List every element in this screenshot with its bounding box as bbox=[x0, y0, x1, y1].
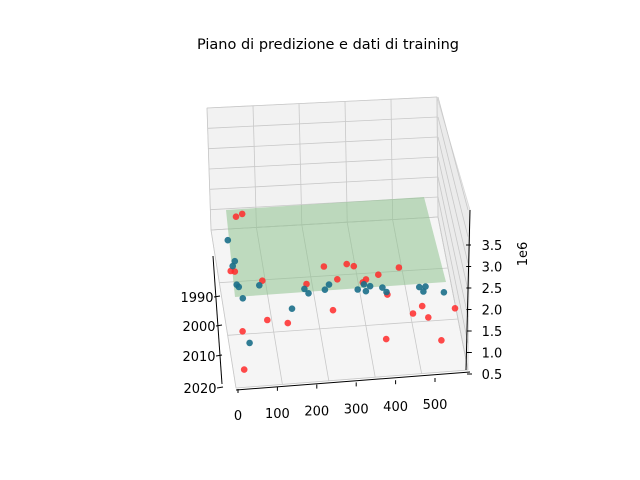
teal-point bbox=[422, 283, 429, 290]
teal-point bbox=[440, 289, 448, 296]
y-tick-label: 2020 bbox=[183, 382, 216, 397]
side-grid-line bbox=[437, 136, 469, 264]
red-point bbox=[343, 260, 351, 268]
red-point bbox=[425, 314, 432, 321]
x-axis-line bbox=[235, 371, 471, 391]
y-tick-label: 2010 bbox=[182, 350, 215, 365]
back-grid-line bbox=[206, 96, 438, 109]
x-tick-label: 400 bbox=[383, 400, 408, 415]
side-grid-line bbox=[437, 96, 469, 211]
teal-point bbox=[362, 287, 370, 295]
red-point bbox=[395, 264, 403, 271]
x-ticks: 0 100 200 300 400 500 bbox=[234, 378, 448, 424]
teal-point bbox=[224, 236, 232, 244]
z-tick-label: 2.5 bbox=[482, 282, 503, 297]
red-point bbox=[320, 263, 328, 270]
y-tick-mark bbox=[216, 386, 224, 389]
teal-point bbox=[360, 281, 368, 288]
back-grid-line bbox=[298, 103, 303, 225]
teal-point bbox=[231, 257, 239, 265]
teal-point bbox=[383, 288, 390, 296]
side-grid-line bbox=[437, 116, 469, 237]
teal-point bbox=[366, 282, 374, 290]
red-point bbox=[329, 306, 337, 314]
red-point bbox=[451, 305, 459, 312]
red-point bbox=[240, 366, 248, 373]
y-ticks: 1990 2000 2010 2020 bbox=[180, 291, 224, 397]
teal-point bbox=[239, 295, 247, 302]
z-tick-label: 0.5 bbox=[482, 368, 503, 383]
teal-point bbox=[416, 283, 423, 291]
teal-point bbox=[379, 284, 386, 291]
red-point bbox=[238, 210, 246, 218]
data-points bbox=[224, 210, 459, 373]
red-point bbox=[231, 268, 239, 275]
back-grid-line bbox=[208, 136, 438, 150]
teal-point bbox=[325, 281, 333, 288]
prediction-plane bbox=[226, 197, 446, 297]
back-grid-line bbox=[206, 107, 212, 231]
red-point bbox=[264, 316, 271, 324]
red-point bbox=[232, 213, 240, 220]
floor-grid-line bbox=[227, 318, 459, 336]
back-grid-line bbox=[207, 116, 438, 129]
z-tick-label: 1.5 bbox=[482, 325, 503, 340]
back-grid-line bbox=[209, 176, 438, 190]
z-tick-label: 3.0 bbox=[482, 261, 503, 276]
z-tick-label: 2.0 bbox=[482, 304, 503, 319]
z-axis-line bbox=[465, 209, 471, 371]
x-tick-label: 100 bbox=[265, 407, 290, 422]
y-axis-line bbox=[212, 255, 223, 385]
red-point bbox=[418, 302, 426, 310]
teal-point bbox=[235, 283, 243, 291]
side-grid-line bbox=[437, 216, 469, 371]
red-point bbox=[239, 328, 246, 335]
y-tick-mark bbox=[215, 324, 223, 327]
y-tick-mark bbox=[215, 354, 223, 357]
red-point bbox=[334, 276, 341, 283]
back-grid-line bbox=[252, 105, 257, 228]
z-tick-label: 1.0 bbox=[482, 347, 503, 362]
side-grid-line bbox=[437, 176, 469, 317]
x-tick-label: 300 bbox=[344, 402, 369, 417]
red-point bbox=[409, 310, 417, 317]
side-grid-line bbox=[437, 156, 469, 291]
red-point bbox=[350, 262, 358, 270]
z-axis-exponent: 1e6 bbox=[516, 242, 531, 267]
x-tick-label: 0 bbox=[234, 409, 242, 424]
red-point bbox=[438, 337, 445, 344]
floor-grid-line bbox=[235, 369, 469, 389]
y-tick-label: 1990 bbox=[180, 291, 213, 306]
chart-title: Piano di predizione e dati di training bbox=[197, 37, 459, 53]
teal-point bbox=[246, 339, 253, 347]
teal-point bbox=[305, 290, 312, 297]
z-ticks: 0.5 1.0 1.5 2.0 2.5 3.0 3.5 bbox=[466, 239, 502, 383]
y-tick-label: 2000 bbox=[182, 320, 215, 335]
x-tick-label: 200 bbox=[304, 405, 329, 420]
teal-point bbox=[301, 285, 308, 293]
teal-point bbox=[354, 286, 362, 293]
y-tick-mark bbox=[213, 295, 221, 298]
teal-point bbox=[255, 282, 263, 289]
z-tick-label: 3.5 bbox=[482, 239, 503, 254]
teal-point bbox=[321, 286, 329, 294]
x-tick-label: 500 bbox=[423, 398, 448, 413]
red-point bbox=[382, 335, 390, 343]
teal-point bbox=[288, 305, 296, 313]
floor-grid-line bbox=[210, 229, 237, 389]
back-grid-line bbox=[208, 156, 438, 170]
back-grid-line bbox=[436, 96, 439, 218]
side-grid-line bbox=[437, 196, 469, 344]
red-point bbox=[284, 319, 292, 327]
red-point bbox=[375, 271, 382, 279]
